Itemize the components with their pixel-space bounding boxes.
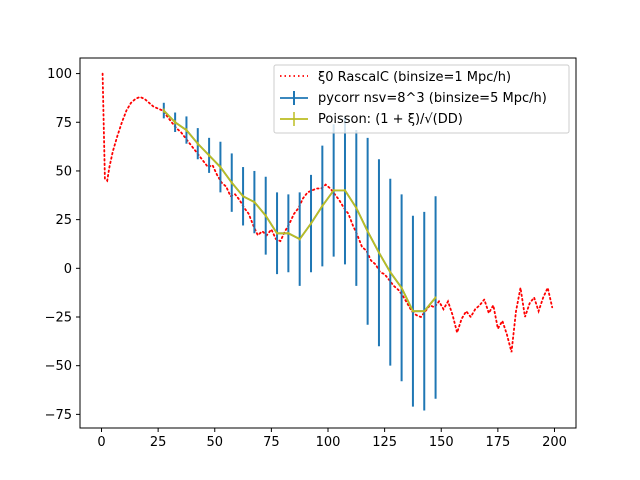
x-tick-label: 150 — [429, 435, 454, 450]
legend-label-rascalc: ξ0 RascalC (binsize=1 Mpc/h) — [318, 70, 511, 85]
y-tick-label: 0 — [64, 262, 72, 277]
y-tick-label: −75 — [45, 408, 72, 423]
x-tick-label: 175 — [485, 435, 510, 450]
series-pycorr — [162, 102, 437, 411]
y-tick-label: 100 — [47, 67, 72, 82]
plot-area — [79, 57, 577, 429]
x-tick-label: 100 — [316, 435, 341, 450]
legend-frame — [273, 64, 570, 134]
legend-label-pycorr: pycorr nsv=8^3 (binsize=5 Mpc/h) — [318, 91, 547, 106]
series-layer — [101, 72, 554, 411]
y-tick-label: 75 — [55, 116, 72, 131]
legend: ξ0 RascalC (binsize=1 Mpc/h) pycorr nsv=… — [273, 64, 570, 134]
y-tick-label: 50 — [55, 164, 72, 179]
x-axis: 0 25 50 75 100 125 150 175 200 — [97, 428, 567, 450]
series-poisson — [163, 108, 437, 313]
y-tick-label: −50 — [45, 359, 72, 374]
x-tick-label: 25 — [150, 435, 167, 450]
x-tick-label: 0 — [97, 435, 105, 450]
x-tick-label: 125 — [372, 435, 397, 450]
legend-label-poisson: Poisson: (1 + ξ)/√(DD) — [318, 112, 463, 127]
x-tick-label: 50 — [206, 435, 223, 450]
legend-entry-pycorr: pycorr nsv=8^3 (binsize=5 Mpc/h) — [280, 91, 547, 106]
x-tick-label: 200 — [542, 435, 567, 450]
y-tick-label: 25 — [55, 213, 72, 228]
legend-entry-poisson: Poisson: (1 + ξ)/√(DD) — [280, 112, 463, 127]
y-axis: −75 −50 −25 0 25 50 75 100 — [45, 67, 80, 423]
x-tick-label: 75 — [263, 435, 280, 450]
legend-entry-rascalc: ξ0 RascalC (binsize=1 Mpc/h) — [280, 70, 511, 85]
y-tick-label: −25 — [45, 311, 72, 326]
